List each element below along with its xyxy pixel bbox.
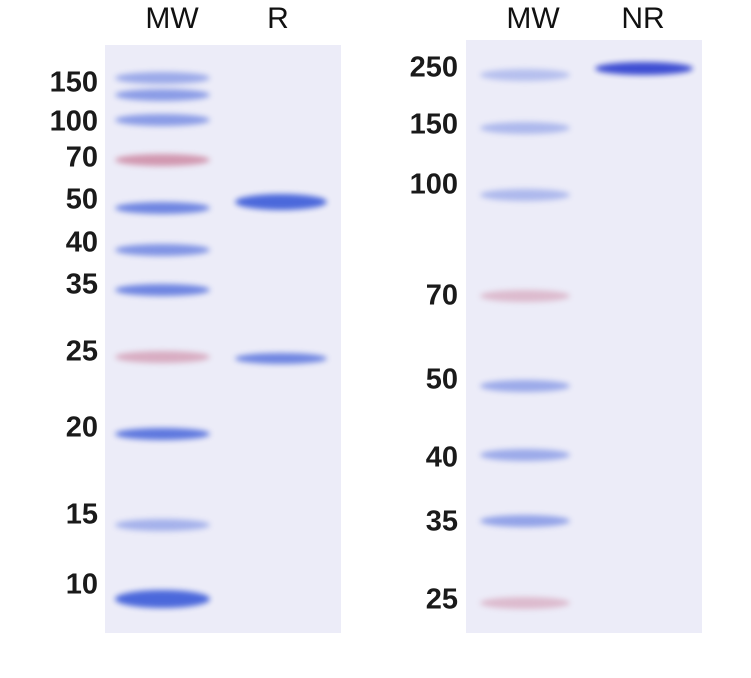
marker-label-150: 150: [409, 108, 458, 141]
marker-label-35: 35: [65, 268, 98, 301]
marker-label-35: 35: [425, 505, 458, 538]
marker-label-100: 100: [49, 105, 98, 138]
mw-band: [480, 189, 570, 201]
marker-label-25: 25: [425, 583, 458, 616]
mw-band: [480, 380, 570, 392]
mw-band: [115, 284, 210, 296]
mw-band: [480, 69, 570, 81]
marker-label-250: 250: [409, 51, 458, 84]
sample-band-nr: [595, 61, 693, 75]
marker-label-150: 150: [49, 66, 98, 99]
marker-label-40: 40: [65, 226, 98, 259]
marker-label-25: 25: [65, 335, 98, 368]
lane-header-nr: NR: [621, 2, 665, 35]
mw-band: [115, 519, 210, 531]
sample-band-heavy-chain: [235, 194, 327, 210]
marker-label-40: 40: [425, 441, 458, 474]
mw-band: [115, 114, 210, 126]
mw-band: [115, 72, 210, 84]
lane-header-mw-right: MW: [506, 2, 560, 35]
marker-label-10: 10: [65, 568, 98, 601]
lane-header-mw-left: MW: [145, 2, 199, 35]
mw-band: [480, 122, 570, 134]
left-gel: [105, 45, 341, 633]
marker-label-70: 70: [65, 141, 98, 174]
mw-band: [480, 515, 570, 527]
mw-band: [480, 449, 570, 461]
mw-band: [115, 351, 210, 363]
marker-label-15: 15: [65, 498, 98, 531]
marker-label-20: 20: [65, 411, 98, 444]
mw-band: [115, 244, 210, 256]
right-gel: [466, 40, 702, 633]
mw-band: [480, 597, 570, 609]
marker-label-100: 100: [409, 168, 458, 201]
sample-band-light-chain: [235, 352, 327, 364]
mw-band: [115, 202, 210, 214]
mw-band: [115, 428, 210, 440]
marker-label-50: 50: [65, 183, 98, 216]
mw-band: [480, 290, 570, 302]
marker-label-70: 70: [425, 279, 458, 312]
mw-band: [115, 89, 210, 101]
mw-band: [115, 590, 210, 608]
marker-label-50: 50: [425, 363, 458, 396]
lane-header-r: R: [267, 2, 289, 35]
mw-band: [115, 154, 210, 166]
